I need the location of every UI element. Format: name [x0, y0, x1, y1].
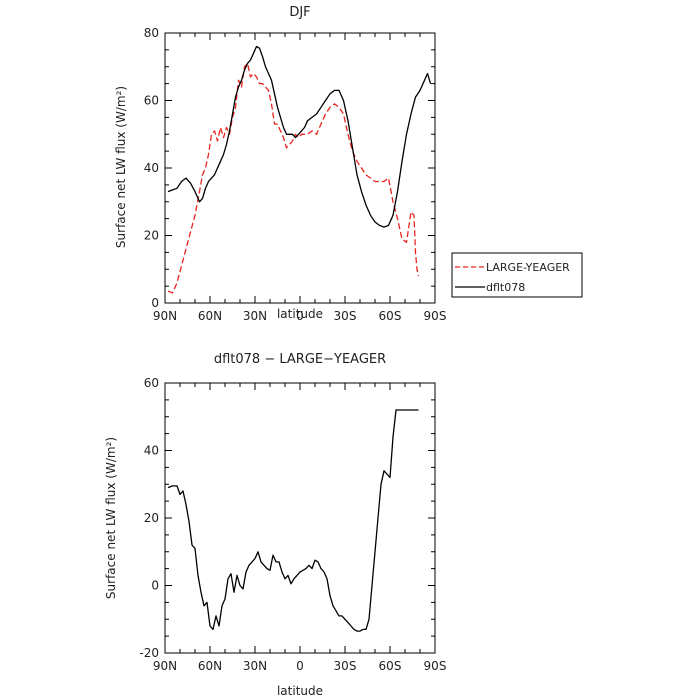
legend-box	[451, 252, 583, 298]
x-tick-label: 90S	[424, 309, 447, 323]
plot-frame	[164, 382, 436, 654]
x-tick-label: 90N	[153, 309, 177, 323]
x-axis-label: latitude	[277, 684, 323, 698]
x-tick-label: 30S	[334, 309, 357, 323]
series-line-difference	[167, 409, 419, 632]
x-tick-label: 30S	[334, 659, 357, 673]
legend-label-dflt078: dflt078	[486, 281, 525, 294]
legend: LARGE-YEAGER dflt078	[451, 252, 583, 298]
difference-panel: dflt078 − LARGE−YEAGER Surface net LW fl…	[104, 352, 446, 698]
y-tick-label: 80	[144, 26, 159, 40]
y-tick-label: 20	[144, 229, 159, 243]
x-tick-label: 30N	[243, 659, 267, 673]
x-tick-label: 60S	[379, 309, 402, 323]
tick-layer: 90N 60N 30N 0 30S 60S 90S 0 20 40 60 80	[144, 26, 447, 323]
x-tick-label: 60N	[198, 309, 222, 323]
series-line-dflt078	[167, 45, 432, 228]
y-tick-label: 60	[144, 94, 159, 108]
chart-title: dflt078 − LARGE−YEAGER	[214, 352, 386, 367]
x-tick-label: 90S	[424, 659, 447, 673]
series-line-large-yeager	[167, 62, 420, 294]
y-tick-label: 40	[144, 161, 159, 175]
series-layer	[167, 45, 432, 294]
y-tick-label: -20	[139, 646, 159, 660]
legend-label-large-yeager: LARGE-YEAGER	[486, 261, 570, 274]
y-axis-label: Surface net LW flux (W/m²)	[104, 437, 118, 599]
x-tick-label: 90N	[153, 659, 177, 673]
x-axis-label: latitude	[277, 307, 323, 321]
series-layer	[167, 409, 419, 632]
x-tick-label: 30N	[243, 309, 267, 323]
x-tick-label: 0	[296, 309, 304, 323]
x-tick-label: 60S	[379, 659, 402, 673]
x-tick-label: 60N	[198, 659, 222, 673]
y-tick-label: 60	[144, 376, 159, 390]
y-axis-label: Surface net LW flux (W/m²)	[114, 86, 128, 248]
y-tick-label: 0	[151, 579, 159, 593]
plot-frame	[164, 32, 436, 304]
y-tick-label: 20	[144, 511, 159, 525]
y-tick-label: 40	[144, 444, 159, 458]
y-tick-label: 0	[151, 296, 159, 310]
djf-panel: DJF Surface net LW flux (W/m²) latitude …	[114, 5, 446, 323]
x-tick-label: 0	[296, 659, 304, 673]
chart-title: DJF	[289, 5, 310, 20]
tick-layer: 90N 60N 30N 0 30S 60S 90S -20 0 20 40 60	[139, 376, 446, 673]
